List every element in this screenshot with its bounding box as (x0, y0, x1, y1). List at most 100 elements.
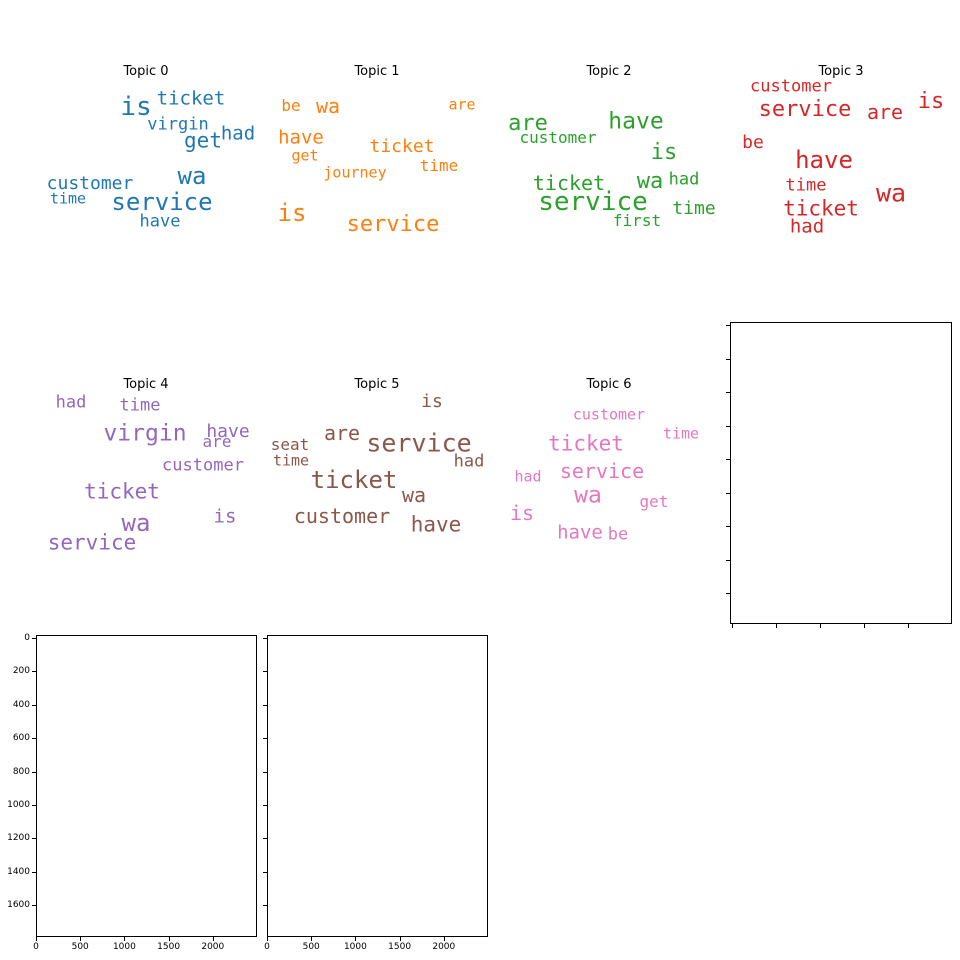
topic-5-word: are (323, 421, 361, 445)
topic-6-word: ticket (548, 431, 624, 456)
topic-4-word: have (206, 421, 250, 442)
x-tick-label: 0 (33, 942, 39, 952)
topic-3-word: had (789, 215, 825, 238)
topic-4-word: wa (121, 509, 151, 537)
topic-1-title: Topic 1 (354, 64, 400, 79)
x-tick-label: 2000 (201, 942, 225, 952)
y-tick-mark (263, 638, 267, 639)
topic-3-word: is (917, 89, 945, 114)
topic-0-title: Topic 0 (123, 64, 169, 79)
y-tick-mark (263, 704, 267, 706)
x-tick-mark (355, 937, 357, 941)
topic-0-word: had (220, 122, 256, 145)
y-tick-mark (32, 671, 36, 673)
topic-2-word: first (612, 211, 662, 230)
topic-6-word: is (509, 501, 535, 525)
x-tick-label: 2000 (432, 942, 456, 952)
topic-0-word: have (139, 211, 181, 232)
x-tick-mark (732, 624, 733, 628)
topic-0-word: ticket (156, 87, 226, 110)
topic-5-title: Topic 5 (354, 377, 400, 392)
y-tick-mark (32, 905, 36, 907)
topic-5-word: had (453, 451, 485, 472)
topic-3-word: time (785, 175, 827, 196)
y-tick-mark (263, 771, 267, 773)
y-tick-label: 1400 (7, 866, 30, 877)
topic-4-word: are (202, 432, 232, 451)
topic-6-word: customer (572, 405, 646, 424)
topic-5-word: ticket (310, 466, 398, 494)
y-tick-label: 1000 (7, 800, 30, 810)
topic-1-word: is (277, 199, 307, 227)
y-tick-mark (32, 771, 36, 773)
x-tick-mark (399, 937, 401, 941)
topic-5-word: seat (270, 435, 310, 454)
x-tick-mark (212, 937, 214, 941)
topic-3-word: customer (750, 76, 832, 97)
topic-1-word: journey (323, 163, 387, 182)
y-tick-mark (726, 425, 730, 427)
topic-0-word: is (120, 92, 152, 122)
topic-2-word: is (650, 140, 678, 165)
topic-4-word: ticket (84, 479, 160, 504)
topic-2-word: ticket (532, 171, 606, 195)
y-tick-label: 800 (12, 766, 30, 777)
topic-3-word: be (742, 132, 764, 153)
topic-4-word: customer (162, 455, 244, 476)
topic-2-word: had (668, 169, 700, 190)
topic-4-title: Topic 4 (123, 377, 169, 392)
x-tick-mark (864, 624, 865, 628)
x-tick-label: 500 (302, 942, 320, 952)
y-tick-label: 0 (24, 633, 30, 643)
y-tick-mark (726, 459, 730, 460)
y-tick-mark (726, 559, 730, 561)
topic-4-word: is (213, 505, 237, 528)
topic-3-word: wa (875, 178, 907, 208)
x-tick-label: 1500 (388, 942, 412, 952)
y-tick-mark (726, 526, 730, 527)
topic-0-word: time (49, 189, 87, 208)
y-tick-mark (263, 838, 267, 840)
y-tick-mark (726, 392, 730, 393)
topic-5-word: time (272, 451, 310, 470)
topic-3-word: ticket (783, 196, 859, 221)
y-tick-mark (263, 671, 267, 673)
x-tick-mark (80, 937, 82, 941)
topic-0-word: get (184, 128, 222, 153)
y-tick-mark (726, 358, 730, 360)
topic-5-word: have (410, 512, 462, 537)
x-tick-mark (311, 937, 313, 941)
topic-0-word: wa (177, 162, 207, 190)
topic-4-word: virgin (103, 420, 187, 447)
topic-1-word: wa (315, 94, 341, 118)
topic-2-word: service (538, 187, 648, 217)
x-tick-mark (168, 937, 170, 941)
topic-6-word: get (639, 492, 669, 511)
topic-6-word: have (557, 521, 603, 544)
topic-6-word: had (514, 467, 542, 486)
empty-axes-7 (730, 322, 952, 624)
x-tick-mark (776, 624, 777, 628)
topic-3-word: are (866, 100, 904, 124)
topic-0-word: customer (46, 173, 134, 194)
y-tick-label: 600 (12, 733, 30, 744)
topic-5-word: customer (293, 504, 391, 528)
topic-6-word: be (607, 524, 629, 545)
topic-1-word: ticket (369, 136, 435, 157)
y-tick-mark (726, 492, 730, 494)
topic-1-word: have (278, 126, 324, 149)
y-tick-label: 1200 (7, 833, 30, 844)
y-tick-mark (32, 871, 36, 873)
topic-5-word: service (366, 428, 472, 458)
topic-2-title: Topic 2 (586, 64, 632, 79)
y-tick-label: 400 (12, 699, 30, 710)
y-tick-mark (726, 593, 730, 594)
topic-0-word: virgin (147, 114, 209, 135)
topic-3-title: Topic 3 (818, 64, 864, 79)
x-tick-label: 1500 (157, 942, 181, 952)
x-tick-mark (443, 937, 445, 941)
y-tick-mark (263, 738, 267, 740)
empty-axes-9 (267, 635, 488, 937)
x-tick-mark (908, 624, 909, 628)
y-tick-label: 1600 (7, 900, 30, 911)
